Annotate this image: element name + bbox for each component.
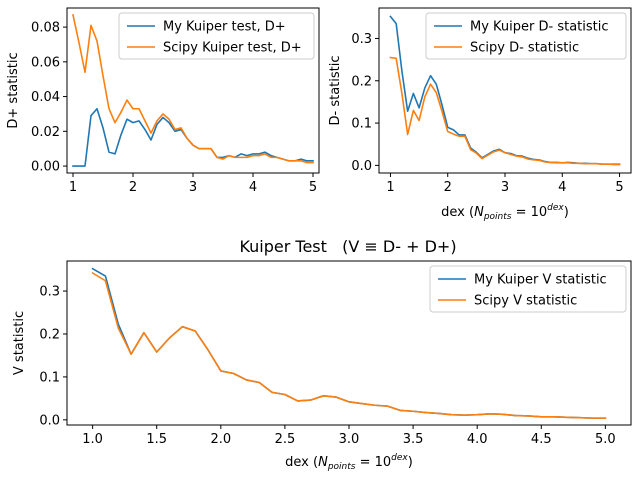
v-ylabel: V statistic xyxy=(12,311,27,375)
v-legend-label-2: Scipy V statistic xyxy=(474,294,577,309)
v-chart: Kuiper Test (V ≡ D- + D+) 1.0 1.5 2.0 2.5 3.… xyxy=(12,237,632,472)
dminus-legend-label-1: My Kuiper D- statistic xyxy=(470,20,609,35)
dminus-ytick-label: 0.3 xyxy=(351,32,372,47)
dplus-xtick-label: 3 xyxy=(189,180,197,195)
dminus-ytick-label: 0.2 xyxy=(351,74,372,89)
dminus-ytick-label: 0.1 xyxy=(351,117,372,132)
dplus-legend-box xyxy=(118,12,315,60)
dminus-xtick-label: 3 xyxy=(501,180,509,195)
dminus-ytick-label: 0.0 xyxy=(351,159,372,174)
v-legend: My Kuiper V statistic Scipy V statistic xyxy=(429,265,627,313)
dminus-xtick-label: 1 xyxy=(386,180,394,195)
dplus-xtick-label: 2 xyxy=(129,180,137,195)
v-legend-box xyxy=(429,265,627,313)
dplus-legend: My Kuiper test, D+ Scipy Kuiper test, D+ xyxy=(118,12,315,60)
dminus-legend-box xyxy=(425,12,627,60)
dminus-ylabel: D- statistic xyxy=(328,55,343,125)
dplus-ytick-label: 0.02 xyxy=(31,125,60,140)
dplus-ylabel: D+ statistic xyxy=(6,52,21,128)
dplus-ytick-label: 0.06 xyxy=(31,55,60,70)
v-xlabel: dex (Npoints = 10dex) xyxy=(285,453,413,472)
dplus-xtick-label: 5 xyxy=(309,180,317,195)
dminus-series-line-2 xyxy=(389,56,621,166)
dminus-chart: 1 2 3 4 5 0.0 0.1 0.2 0.3 D- statistic dex (Npo… xyxy=(328,7,632,222)
dminus-xtick-label: 2 xyxy=(444,180,452,195)
dplus-legend-label-2: Scipy Kuiper test, D+ xyxy=(163,41,302,56)
v-xtick-label: 1.0 xyxy=(82,432,103,447)
dminus-xtick-label: 5 xyxy=(615,180,623,195)
dplus-xtick-label: 4 xyxy=(249,180,257,195)
dplus-xtick-label: 1 xyxy=(69,180,77,195)
dplus-legend-label-1: My Kuiper test, D+ xyxy=(163,20,286,35)
dplus-ytick-label: 0.08 xyxy=(31,21,60,36)
v-xtick-label: 2.0 xyxy=(210,432,231,447)
v-chart-title: Kuiper Test (V ≡ D- + D+) xyxy=(239,237,456,256)
v-xtick-label: 3.5 xyxy=(403,432,424,447)
v-series-line-2 xyxy=(91,271,607,419)
dminus-legend: My Kuiper D- statistic Scipy D- statistic xyxy=(425,12,627,60)
v-xtick-label: 3.0 xyxy=(339,432,360,447)
dplus-ytick-label: 0.04 xyxy=(31,90,60,105)
dminus-legend-label-2: Scipy D- statistic xyxy=(470,41,579,56)
dminus-xtick-label: 4 xyxy=(558,180,566,195)
v-ytick-label: 0.0 xyxy=(39,413,60,428)
v-ytick-label: 0.3 xyxy=(39,285,60,300)
v-xtick-label: 4.0 xyxy=(467,432,488,447)
v-xtick-label: 2.5 xyxy=(275,432,296,447)
v-xtick-label: 5.0 xyxy=(595,432,616,447)
v-xtick-label: 1.5 xyxy=(146,432,167,447)
dminus-xlabel: dex (Npoints = 10dex) xyxy=(441,203,569,222)
dplus-ytick-label: 0.00 xyxy=(31,160,60,175)
v-xtick-label: 4.5 xyxy=(531,432,552,447)
v-ytick-label: 0.1 xyxy=(39,370,60,385)
v-legend-label-1: My Kuiper V statistic xyxy=(474,273,607,288)
dplus-series-line-2 xyxy=(72,13,314,164)
v-ytick-label: 0.2 xyxy=(39,327,60,342)
